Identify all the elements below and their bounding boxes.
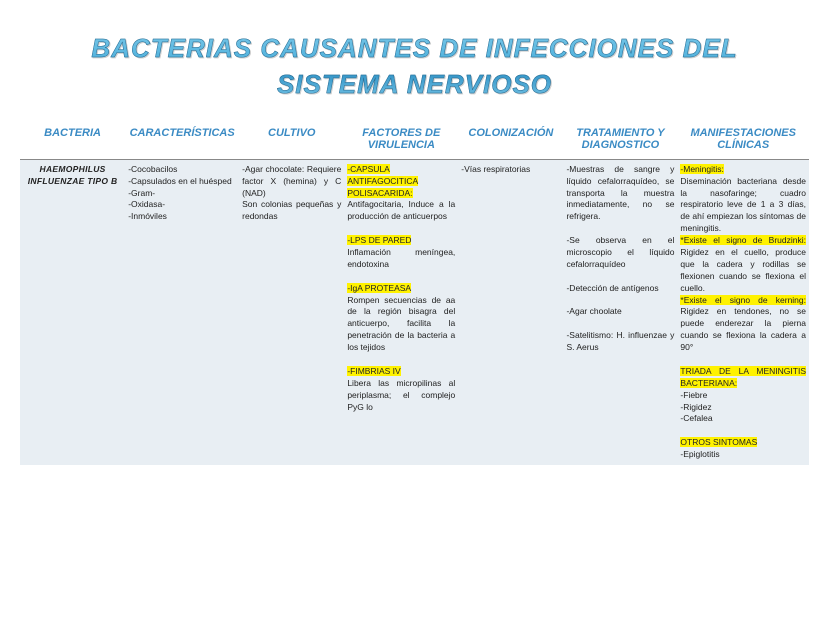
fac-text-1: Antifagocitaria, Induce a la producción … xyxy=(347,199,455,221)
cell-cultivo: -Agar chocolate: Requiere factor X (hemi… xyxy=(239,159,344,465)
man-text-5: -Epiglotitis xyxy=(680,449,719,459)
cell-factores: -CAPSULA ANTIFAGOCITICA POLISACARIDA: An… xyxy=(344,159,458,465)
bacteria-table: BACTERIA CARACTERÍSTICAS CULTIVO FACTORE… xyxy=(20,123,809,465)
man-heading-2: *Existe el signo de Brudzinki: xyxy=(680,235,806,245)
cell-colonizacion: -Vías respiratorias xyxy=(458,159,563,465)
col-header-caracteristicas: CARACTERÍSTICAS xyxy=(125,123,239,160)
man-heading-4: TRIADA DE LA MENINGITIS BACTERIANA: xyxy=(680,366,806,388)
man-text-2: Rigidez en el cuello, produce que la cad… xyxy=(680,247,806,293)
man-heading-3: *Existe el signo de kerning: xyxy=(680,295,806,305)
cell-manifestaciones: -Meningitis: Diseminación bacteriana des… xyxy=(677,159,809,465)
title-line-1: BACTERIAS CAUSANTES DE INFECCIONES DEL xyxy=(91,33,737,63)
col-header-colonizacion: COLONIZACIÓN xyxy=(458,123,563,160)
fac-heading-2: -LPS DE PARED xyxy=(347,235,411,245)
cell-tratamiento: -Muestras de sangre y líquido cefalorraq… xyxy=(563,159,677,465)
man-heading-5: OTROS SINTOMAS xyxy=(680,437,757,447)
fac-heading-3: -IgA PROTEASA xyxy=(347,283,411,293)
col-header-manifestaciones: MANIFESTACIONES CLÍNICAS xyxy=(677,123,809,160)
col-header-bacteria: BACTERIA xyxy=(20,123,125,160)
man-text-1: Diseminación bacteriana desde la nasofar… xyxy=(680,176,806,234)
man-text-4: -Fiebre -Rigidez -Cefalea xyxy=(680,390,712,424)
col-header-cultivo: CULTIVO xyxy=(239,123,344,160)
col-header-tratamiento: TRATAMIENTO Y DIAGNOSTICO xyxy=(563,123,677,160)
cell-bacteria: HAEMOPHILUS INFLUENZAE TIPO B xyxy=(20,159,125,465)
cell-caracteristicas: -Cocobacilos -Capsulados en el huésped -… xyxy=(125,159,239,465)
man-heading-1: -Meningitis: xyxy=(680,164,723,174)
fac-text-2: Inflamación meníngea, endotoxina xyxy=(347,247,455,269)
fac-heading-1: -CAPSULA ANTIFAGOCITICA POLISACARIDA: xyxy=(347,164,418,198)
col-header-factores: FACTORES DE VIRULENCIA xyxy=(344,123,458,160)
man-text-3: Rigidez en tendones, no se puede enderez… xyxy=(680,306,806,352)
title-line-2: SISTEMA NERVIOSO xyxy=(277,69,552,99)
table-header-row: BACTERIA CARACTERÍSTICAS CULTIVO FACTORE… xyxy=(20,123,809,160)
fac-text-3: Rompen secuencias de aa de la región bis… xyxy=(347,295,455,353)
page-title: BACTERIAS CAUSANTES DE INFECCIONES DEL S… xyxy=(20,30,809,103)
fac-heading-4: -FIMBRIAS IV xyxy=(347,366,400,376)
table-row: HAEMOPHILUS INFLUENZAE TIPO B -Cocobacil… xyxy=(20,159,809,465)
fac-text-4: Libera las micropilinas al periplasma; e… xyxy=(347,378,455,412)
